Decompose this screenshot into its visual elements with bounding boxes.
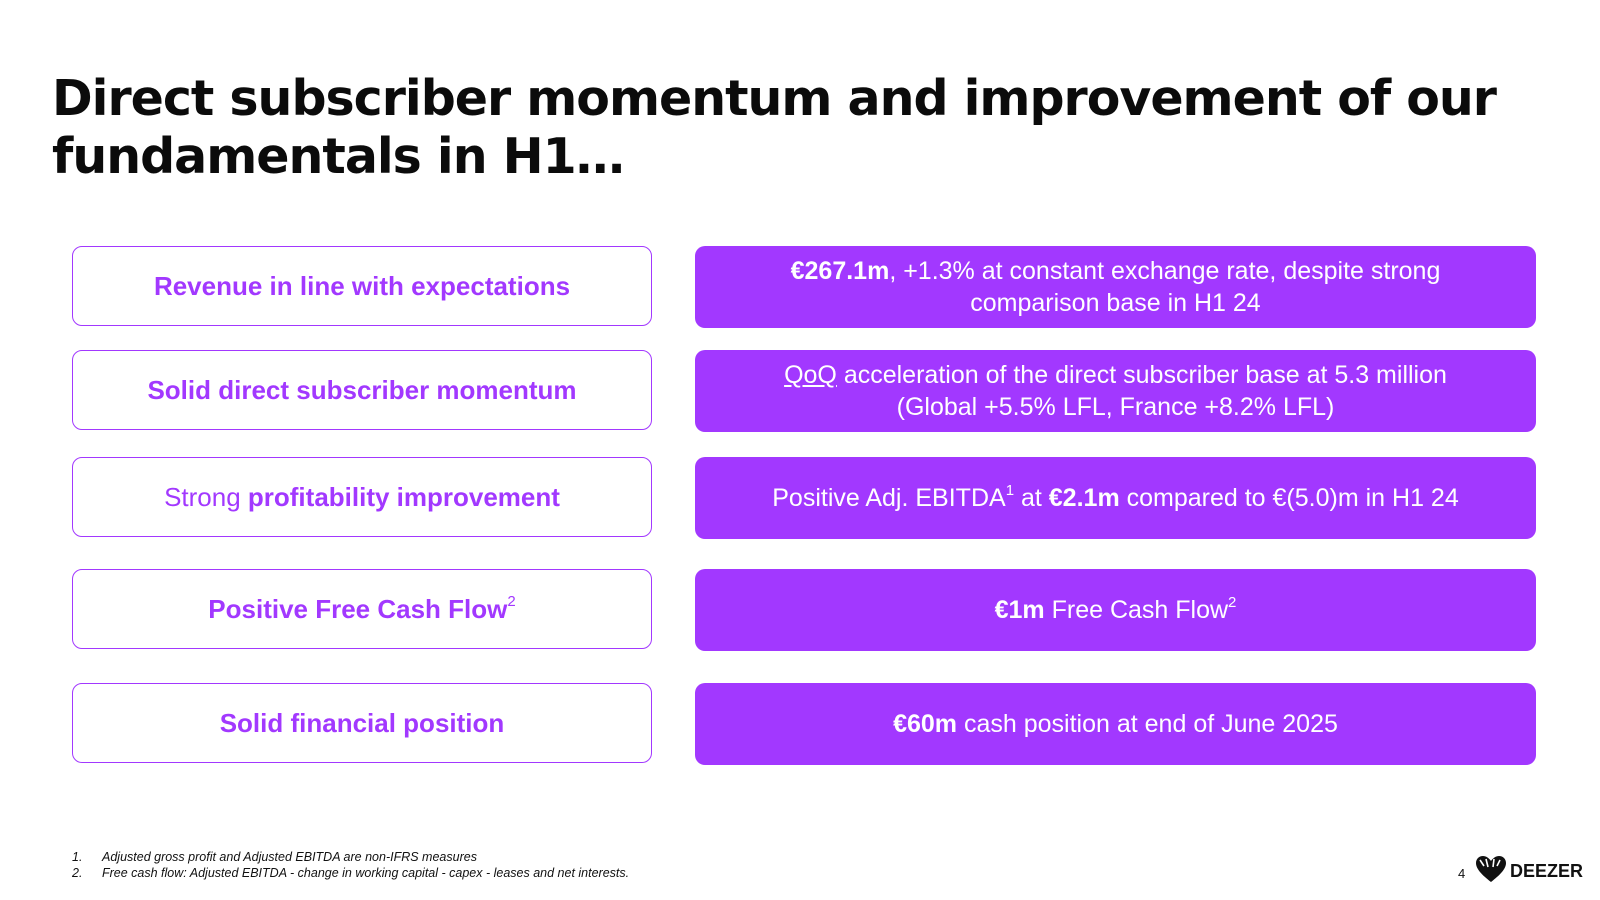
page-title-line-1: Direct subscriber momentum and improveme…	[52, 70, 1497, 127]
highlight-row-profitability: Strong profitability improvement Positiv…	[72, 457, 1536, 539]
detail-line-2: (Global +5.5% LFL, France +8.2% LFL)	[896, 393, 1335, 421]
highlight-label-text: Solid financial position	[219, 707, 505, 738]
detail-text-post: compared to €(5.0)m in H1 24	[1119, 484, 1459, 512]
highlight-row-subscribers: Solid direct subscriber momentum QoQ acc…	[72, 350, 1536, 432]
detail-line-2: comparison base in H1 24	[970, 289, 1261, 317]
detail-text-pre: Positive Adj. EBITDA	[772, 484, 1006, 512]
highlight-detail-profitability: Positive Adj. EBITDA1 at €2.1m compared …	[695, 457, 1536, 539]
page-number: 4	[1458, 866, 1466, 881]
highlight-detail-financial-position: €60m cash position at end of June 2025	[695, 683, 1536, 765]
detail-text-mid: at	[1014, 484, 1049, 512]
highlight-label-cash-flow: Positive Free Cash Flow2	[72, 569, 652, 649]
footnote-number: 2.	[72, 866, 83, 880]
highlight-label-normal-text: Strong	[164, 481, 248, 512]
highlight-row-financial-position: Solid financial position €60m cash posit…	[72, 683, 1536, 765]
footnotes: 1. Adjusted gross profit and Adjusted EB…	[72, 849, 629, 881]
highlight-label-text: Revenue in line with expectations	[153, 270, 571, 301]
detail-bold-value: €267.1m	[790, 257, 890, 285]
highlight-label-revenue: Revenue in line with expectations	[72, 246, 652, 326]
detail-line-1: €1m Free Cash Flow2	[995, 594, 1237, 626]
deezer-heart-icon	[1476, 856, 1506, 887]
highlight-label-text: Positive Free Cash Flow	[208, 593, 508, 624]
footnote-ref-2: 2	[1228, 593, 1237, 611]
footnote-text: Free cash flow: Adjusted EBITDA - change…	[102, 866, 630, 880]
highlight-row-cash-flow: Positive Free Cash Flow2 €1m Free Cash F…	[72, 569, 1536, 651]
detail-line-1: €267.1m, +1.3% at constant exchange rate…	[791, 255, 1441, 287]
highlight-label-financial-position: Solid financial position	[72, 683, 652, 763]
detail-line-1: Positive Adj. EBITDA1 at €2.1m compared …	[772, 482, 1458, 514]
detail-text-post: cash position at end of June 2025	[957, 710, 1338, 738]
highlight-detail-revenue: €267.1m, +1.3% at constant exchange rate…	[695, 246, 1536, 328]
detail-bold-value: €1m	[994, 596, 1045, 624]
highlight-row-revenue: Revenue in line with expectations €267.1…	[72, 246, 1536, 328]
highlight-label-text: Solid direct subscriber momentum	[147, 374, 577, 405]
highlight-label-subscribers: Solid direct subscriber momentum	[72, 350, 652, 430]
detail-line-1: €60m cash position at end of June 2025	[893, 708, 1338, 740]
detail-text: , +1.3% at constant exchange rate, despi…	[889, 257, 1441, 285]
detail-text-post: Free Cash Flow	[1044, 596, 1229, 624]
footnote-text: Adjusted gross profit and Adjusted EBITD…	[102, 850, 477, 864]
highlight-detail-cash-flow: €1m Free Cash Flow2	[695, 569, 1536, 651]
footnote-1: 1. Adjusted gross profit and Adjusted EB…	[72, 849, 629, 865]
detail-underlined-term: QoQ	[784, 361, 837, 389]
highlight-detail-subscribers: QoQ acceleration of the direct subscribe…	[695, 350, 1536, 432]
highlight-label-text: profitability improvement	[247, 481, 560, 512]
page-title-line-2: fundamentals in H1…	[52, 128, 625, 185]
page-title: Direct subscriber momentum and improveme…	[52, 70, 1532, 186]
highlight-label-profitability: Strong profitability improvement	[72, 457, 652, 537]
footnote-2: 2. Free cash flow: Adjusted EBITDA - cha…	[72, 865, 629, 881]
detail-line-1: QoQ acceleration of the direct subscribe…	[784, 359, 1447, 391]
deezer-logo-text: DEEZER	[1510, 861, 1584, 881]
deezer-logo: DEEZER	[1476, 856, 1583, 887]
detail-bold-value: €60m	[893, 710, 958, 738]
footnote-number: 1.	[72, 850, 83, 864]
footnote-ref-1: 1	[1005, 481, 1015, 499]
footnote-ref-2: 2	[507, 592, 516, 610]
detail-bold-value: €2.1m	[1048, 484, 1120, 512]
detail-text: acceleration of the direct subscriber ba…	[836, 361, 1447, 389]
